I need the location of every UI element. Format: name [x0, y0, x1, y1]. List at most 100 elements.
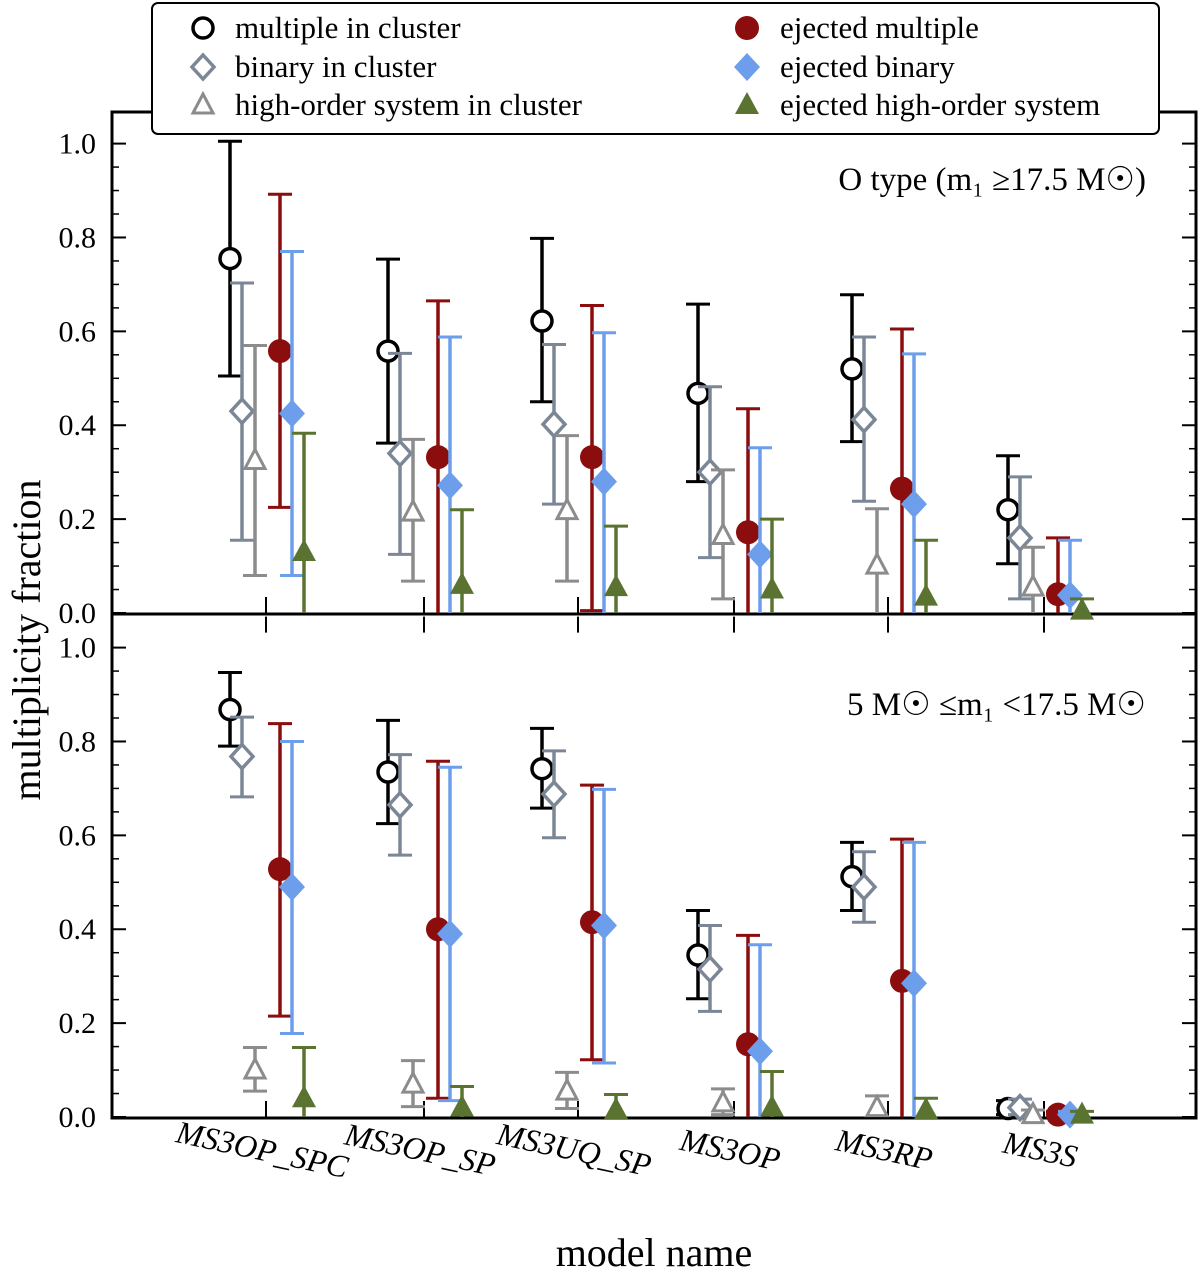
legend-label-ejected-high-order: ejected high-order system — [780, 87, 1100, 122]
data-point-me — [426, 445, 450, 470]
data-point-bc — [850, 405, 878, 435]
x-tick-label: MS3OP_SP — [341, 1116, 499, 1183]
data-point-he — [450, 1094, 474, 1117]
data-point-he — [292, 538, 316, 561]
y-tick-label: 0.0 — [59, 597, 97, 630]
legend-marker-me — [735, 16, 759, 40]
data-point-hc — [554, 496, 580, 521]
legend-marker-he — [735, 92, 759, 114]
bottom-panel-label: 5 M☉ ≤m₁ <17.5 M☉ — [847, 687, 1146, 723]
data-point-bc — [540, 779, 568, 809]
data-point-he — [914, 1096, 938, 1119]
data-point-be — [747, 1037, 773, 1066]
legend-label-ejected-binary: ejected binary — [780, 49, 955, 84]
legend-marker-bc — [189, 52, 217, 82]
data-point-bc — [228, 396, 256, 426]
data-point-me — [268, 857, 292, 882]
data-point-mc — [996, 497, 1020, 522]
x-tick-label: MS3OP_SPC — [172, 1113, 352, 1185]
data-point-bc — [1006, 1093, 1034, 1123]
data-point-mc — [530, 756, 554, 781]
data-point-mc — [840, 357, 864, 381]
data-point-he — [604, 574, 628, 597]
y-tick-label: 0.0 — [59, 1101, 97, 1134]
data-point-hc — [554, 1076, 580, 1101]
data-point-hc — [242, 446, 268, 470]
data-point-hc — [1020, 1100, 1046, 1125]
data-point-hc — [1020, 572, 1046, 597]
y-tick-label: 0.8 — [59, 221, 97, 254]
data-point-hc — [864, 1093, 890, 1118]
data-point-he — [1070, 597, 1094, 620]
data-point-hc — [864, 550, 890, 575]
data-point-bc — [696, 954, 724, 984]
legend-box — [151, 2, 1160, 135]
data-point-hc — [710, 1088, 736, 1113]
data-point-be — [901, 490, 927, 519]
data-point-bc — [696, 457, 724, 487]
data-point-he — [760, 1094, 784, 1117]
legend-marker-hc — [190, 90, 216, 115]
x-tick-label: MS3S — [999, 1124, 1080, 1175]
data-point-bc — [386, 438, 414, 468]
data-point-bc — [850, 872, 878, 902]
data-point-be — [747, 540, 773, 569]
top-panel-label: O type (m₁ ≥17.5 M☉) — [838, 162, 1146, 198]
data-point-mc — [686, 943, 710, 967]
data-point-be — [279, 872, 305, 901]
y-tick-label: 0.4 — [59, 913, 97, 946]
data-point-bc — [386, 790, 414, 820]
legend: multiple in cluster binary in cluster hi… — [151, 2, 1160, 135]
data-point-be — [279, 399, 305, 428]
x-tick-label: MS3OP — [676, 1121, 784, 1177]
data-point-mc — [686, 381, 710, 406]
y-axis-title: multiplicity fraction — [4, 479, 49, 800]
data-point-he — [760, 576, 784, 599]
data-point-he — [450, 571, 474, 594]
data-point-he — [292, 1085, 316, 1108]
y-tick-label: 0.6 — [59, 315, 97, 348]
data-point-me — [268, 339, 292, 364]
data-point-be — [1057, 581, 1083, 610]
data-point-he — [914, 583, 938, 606]
legend-label-ejected-multiple: ejected multiple — [780, 10, 979, 45]
data-point-hc — [710, 521, 736, 546]
data-point-bc — [228, 741, 256, 772]
data-point-be — [437, 471, 463, 500]
y-tick-label: 0.8 — [59, 725, 97, 758]
data-point-he — [1070, 1101, 1094, 1124]
data-point-hc — [242, 1055, 268, 1080]
data-point-mc — [376, 760, 400, 784]
y-tick-label: 1.0 — [59, 128, 97, 161]
y-tick-label: 0.6 — [59, 819, 97, 852]
x-axis-title: model name — [556, 1230, 753, 1275]
y-tick-label: 1.0 — [59, 632, 97, 665]
data-point-bc — [1006, 523, 1034, 553]
bottom-panel-frame — [110, 612, 1198, 1120]
legend-label-high-order-in-cluster: high-order system in cluster — [235, 87, 583, 122]
data-point-mc — [218, 246, 242, 271]
x-tick-label: MS3UQ_SP — [493, 1115, 654, 1183]
data-point-be — [591, 911, 617, 940]
y-tick-label: 0.4 — [59, 409, 97, 442]
legend-label-multiple-in-cluster: multiple in cluster — [235, 10, 461, 45]
data-point-hc — [400, 1069, 426, 1094]
data-point-me — [580, 445, 604, 470]
data-point-be — [901, 969, 927, 998]
data-point-be — [437, 919, 463, 948]
legend-marker-be — [734, 53, 760, 81]
data-point-be — [591, 467, 617, 496]
data-point-mc — [376, 339, 400, 363]
data-point-bc — [540, 409, 568, 439]
data-point-me — [736, 520, 760, 545]
y-tick-label: 0.2 — [59, 1007, 97, 1040]
data-point-mc — [218, 697, 242, 722]
y-tick-label: 0.2 — [59, 503, 97, 536]
data-point-me — [890, 476, 914, 501]
legend-marker-mc — [191, 16, 215, 40]
data-point-hc — [400, 497, 426, 522]
data-point-mc — [530, 309, 554, 333]
data-point-he — [604, 1096, 628, 1119]
legend-label-binary-in-cluster: binary in cluster — [235, 49, 437, 84]
